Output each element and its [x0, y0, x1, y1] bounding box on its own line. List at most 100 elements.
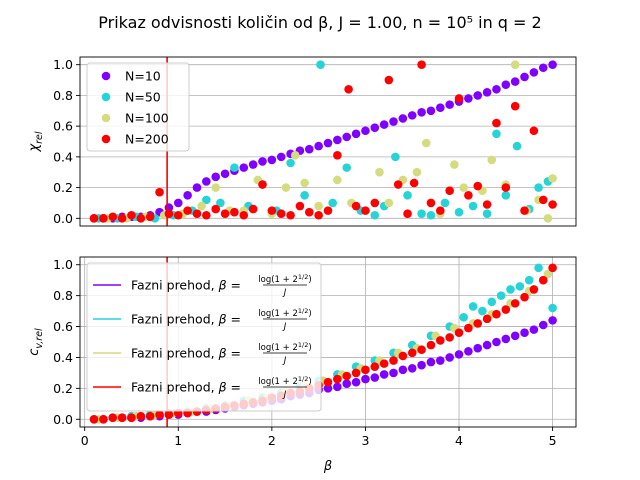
data-point [342, 379, 352, 389]
data-point [192, 209, 202, 219]
data-point [127, 210, 136, 220]
data-point [492, 309, 501, 319]
data-point [515, 282, 525, 291]
x-tick-label: 0 [81, 433, 89, 448]
data-point [136, 214, 146, 223]
data-point [492, 337, 501, 347]
data-point [520, 292, 529, 302]
data-point [281, 183, 291, 192]
data-point [164, 410, 174, 419]
data-point [379, 120, 389, 129]
data-point [239, 163, 249, 172]
data-point [351, 201, 361, 211]
data-point [529, 285, 539, 294]
data-point [389, 117, 398, 126]
data-point [304, 207, 314, 217]
data-point [464, 190, 473, 200]
legend-label: Fazni prehod, β = [131, 346, 241, 361]
data-point [478, 306, 487, 316]
data-point [445, 333, 454, 342]
data-point [459, 183, 468, 192]
data-point [342, 132, 352, 142]
data-point [548, 200, 557, 209]
legend-marker [101, 134, 111, 144]
legend-label: N=100 [125, 111, 169, 126]
data-point [464, 94, 473, 103]
data-point [290, 151, 300, 160]
data-point [276, 209, 286, 219]
y-tick-label: 1.0 [53, 57, 73, 72]
data-point [407, 363, 417, 373]
data-point [239, 210, 249, 220]
axes-frame [79, 256, 577, 428]
legend-fraction-denominator: J [282, 390, 287, 400]
data-point [248, 204, 258, 214]
axes-frame [79, 56, 577, 227]
data-point [197, 201, 206, 211]
data-point [403, 190, 412, 200]
data-point [379, 359, 389, 368]
data-point [314, 210, 323, 220]
data-point [300, 190, 309, 200]
data-point [543, 214, 553, 223]
legend-marker [101, 92, 111, 102]
data-point [426, 340, 436, 350]
series-n-200 [89, 60, 557, 223]
data-point [487, 155, 497, 165]
data-point [333, 151, 342, 160]
y-tick-label: 0.6 [53, 119, 73, 134]
data-point [510, 101, 520, 111]
y-axis-label: χrel [27, 131, 45, 152]
data-point [492, 129, 501, 139]
data-point [276, 152, 286, 162]
data-point [155, 187, 164, 197]
data-point [534, 263, 543, 273]
data-point [417, 360, 426, 370]
data-point [548, 303, 557, 313]
legend-label: N=50 [125, 90, 161, 105]
data-point [267, 155, 277, 165]
data-point [220, 169, 230, 179]
data-point [230, 207, 239, 217]
data-point [407, 111, 417, 120]
legend-fraction-denominator: J [282, 288, 287, 298]
data-point [333, 175, 342, 185]
y-tick-label: 0.8 [53, 288, 73, 303]
data-point [117, 214, 127, 223]
data-point [351, 377, 361, 387]
data-point [398, 114, 408, 123]
y-tick-label: 1.0 [53, 257, 73, 272]
data-point [230, 163, 239, 172]
data-point [295, 201, 305, 211]
data-point [501, 190, 511, 200]
data-point [323, 384, 333, 393]
data-point [370, 123, 380, 132]
data-point [323, 206, 333, 215]
data-point [173, 198, 183, 208]
data-point [108, 212, 118, 222]
data-point [520, 72, 529, 82]
data-point [173, 210, 183, 220]
data-point [216, 198, 225, 208]
data-point [520, 206, 529, 215]
data-point [436, 103, 445, 112]
chart-title: Prikaz odvisnosti količin od β, J = 1.00… [98, 13, 541, 32]
x-tick-label: 3 [361, 433, 369, 448]
data-point [155, 410, 164, 419]
data-point [454, 328, 464, 338]
data-point [482, 200, 492, 209]
data-point [300, 178, 309, 188]
data-point [108, 413, 118, 423]
data-point [512, 141, 522, 151]
data-point [436, 356, 445, 365]
data-point [89, 214, 99, 223]
data-point [464, 346, 473, 356]
data-point [473, 181, 483, 191]
data-point [342, 371, 352, 381]
data-point [482, 88, 492, 97]
x-tick-label: 1 [174, 433, 182, 448]
data-point [164, 209, 174, 219]
data-point [267, 206, 277, 215]
data-point [436, 336, 445, 345]
data-point [393, 180, 403, 189]
